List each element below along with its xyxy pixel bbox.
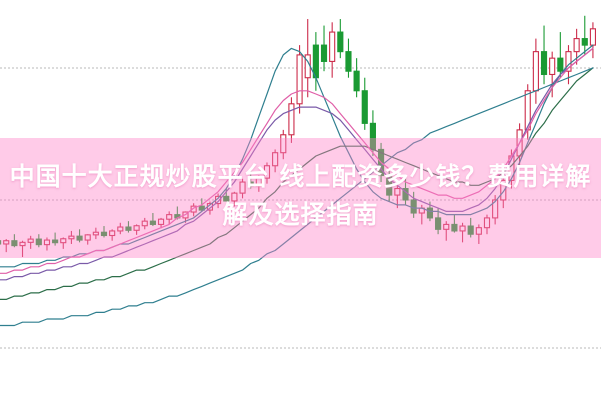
chart-screenshot: 中国十大正规炒股平台 线上配资多少钱？费用详解 解及选择指南 <box>0 15 601 349</box>
stock-candlestick-chart <box>0 15 601 349</box>
